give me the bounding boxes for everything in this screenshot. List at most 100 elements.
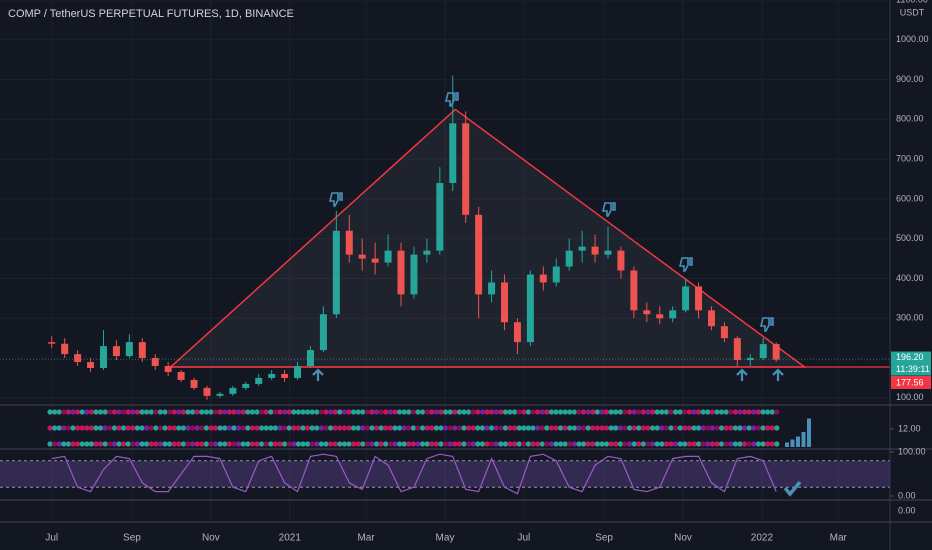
oscillator-line	[51, 453, 777, 495]
signal-dot	[714, 425, 720, 431]
signal-dot	[470, 441, 476, 447]
signal-dot	[420, 425, 426, 431]
y-tick-label: 0.00	[898, 490, 916, 500]
signal-dot	[489, 425, 495, 431]
thumbs-down-icon	[759, 317, 774, 332]
signal-dot	[443, 441, 449, 447]
signal-dot	[654, 409, 660, 415]
bar	[796, 436, 800, 447]
signal-dot	[594, 441, 601, 447]
signal-dot	[364, 441, 370, 447]
signal-dot	[539, 409, 545, 415]
signal-dot	[102, 425, 108, 431]
signal-dot	[484, 441, 490, 447]
signal-dot	[360, 441, 366, 447]
x-tick-label: 2021	[279, 533, 302, 544]
signal-dot	[176, 441, 182, 447]
signal-dot	[144, 425, 150, 431]
signal-dot	[240, 409, 246, 415]
x-tick-label: Mar	[357, 533, 375, 544]
candle-body	[759, 344, 767, 359]
signal-dot	[346, 425, 352, 431]
signal-dot	[659, 425, 665, 431]
signal-dot	[323, 409, 329, 415]
signal-dot	[447, 441, 453, 447]
signal-dot	[498, 441, 504, 447]
last-price-box	[891, 351, 931, 376]
signal-dot	[608, 441, 614, 447]
signal-dot	[705, 425, 711, 431]
x-tick-label: 2022	[751, 533, 774, 544]
signal-dot	[116, 409, 122, 415]
signal-dot	[397, 441, 403, 447]
signal-dot	[530, 441, 536, 447]
candle-body	[294, 366, 302, 378]
signal-dot	[295, 441, 301, 447]
signal-dot	[558, 441, 564, 447]
signal-dot	[599, 425, 605, 431]
marks-layer	[0, 75, 890, 495]
signal-dot	[93, 441, 99, 447]
signal-dot	[613, 409, 619, 415]
signal-dot	[337, 425, 343, 431]
signal-dot	[374, 425, 380, 431]
signal-dot	[571, 425, 578, 431]
signal-dot	[622, 409, 628, 415]
signal-dot	[631, 425, 637, 431]
signal-dot	[107, 409, 113, 415]
signal-dot	[369, 441, 375, 447]
signal-dot	[47, 441, 53, 447]
candle-body	[164, 366, 172, 372]
signal-dot	[98, 441, 104, 447]
signal-dot	[645, 409, 651, 415]
signal-dot	[52, 425, 58, 431]
signal-dot	[498, 409, 504, 415]
signal-dot	[332, 425, 338, 431]
signal-dot	[590, 441, 596, 447]
signal-dot	[548, 425, 555, 431]
signal-dot	[585, 425, 591, 431]
countdown-label: 11:39:11	[896, 364, 930, 374]
candle-body	[87, 362, 95, 369]
signal-dot	[769, 425, 775, 431]
signal-dot	[286, 425, 292, 431]
signal-dot	[176, 425, 182, 431]
signal-dot	[548, 409, 555, 415]
signal-dot	[139, 409, 145, 415]
signal-dot	[190, 409, 196, 415]
signal-dot	[484, 409, 490, 415]
signal-dot	[61, 425, 67, 431]
candle-body	[630, 270, 638, 311]
signal-dot	[576, 409, 582, 415]
signal-dot	[479, 409, 485, 415]
support-price-label: 177.56	[896, 377, 924, 387]
signal-dot	[686, 425, 693, 431]
signal-dot	[305, 409, 311, 415]
signal-dot	[774, 441, 780, 447]
signal-dot	[213, 425, 219, 431]
signal-dot	[562, 409, 568, 415]
signal-dot	[383, 425, 389, 431]
signal-dot	[300, 441, 306, 447]
candle-body	[449, 123, 457, 184]
signal-dot	[249, 441, 255, 447]
signal-dot	[277, 409, 283, 415]
signal-dot	[351, 409, 357, 415]
signal-dot	[75, 409, 81, 415]
signal-dot	[98, 425, 104, 431]
signal-dot	[558, 409, 564, 415]
y-tick-label: 100.00	[898, 446, 926, 456]
signal-dot	[282, 425, 288, 431]
signal-dot	[608, 425, 614, 431]
candle-body	[695, 286, 703, 311]
signal-dot	[291, 425, 297, 431]
signal-dot	[443, 409, 449, 415]
signal-dot	[65, 425, 71, 431]
signal-dot	[300, 425, 306, 431]
signal-dot	[475, 425, 481, 431]
signal-dot	[351, 425, 357, 431]
candle-body	[281, 373, 289, 378]
candle-body	[643, 310, 651, 315]
signal-dot	[576, 441, 582, 447]
